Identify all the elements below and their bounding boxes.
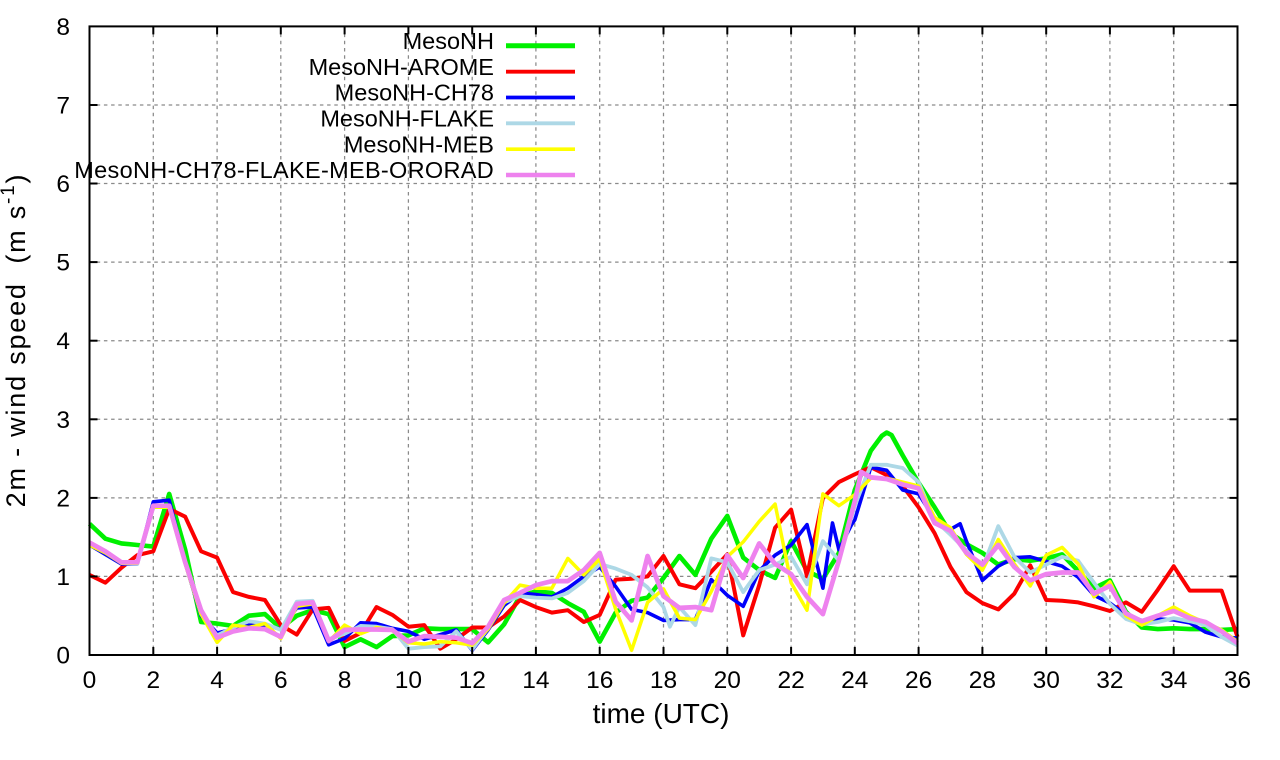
svg-text:16: 16 <box>586 667 613 694</box>
svg-text:6: 6 <box>274 667 288 694</box>
svg-text:22: 22 <box>777 667 804 694</box>
svg-text:34: 34 <box>1160 667 1187 694</box>
svg-text:1: 1 <box>56 564 70 591</box>
svg-text:3: 3 <box>56 407 70 434</box>
svg-text:MesoNH-CH78: MesoNH-CH78 <box>335 80 494 106</box>
svg-text:MesoNH-CH78-FLAKE-MEB-ORORAD: MesoNH-CH78-FLAKE-MEB-ORORAD <box>74 157 494 183</box>
svg-text:5: 5 <box>56 250 70 277</box>
svg-text:7: 7 <box>56 93 70 120</box>
svg-text:28: 28 <box>969 667 996 694</box>
svg-text:8: 8 <box>338 667 352 694</box>
svg-text:36: 36 <box>1224 667 1251 694</box>
svg-text:8: 8 <box>56 14 70 41</box>
svg-text:24: 24 <box>841 667 868 694</box>
svg-text:20: 20 <box>714 667 741 694</box>
svg-text:MesoNH-MEB: MesoNH-MEB <box>344 131 494 157</box>
svg-text:4: 4 <box>56 328 70 355</box>
svg-text:0: 0 <box>56 643 70 670</box>
svg-text:MesoNH: MesoNH <box>403 28 494 54</box>
svg-text:26: 26 <box>905 667 932 694</box>
svg-text:2: 2 <box>56 485 70 512</box>
svg-text:14: 14 <box>522 667 549 694</box>
svg-text:MesoNH-FLAKE: MesoNH-FLAKE <box>320 106 494 132</box>
svg-text:30: 30 <box>1033 667 1060 694</box>
svg-text:2m - wind speed (m s-1): 2m - wind speed (m s-1) <box>0 173 31 508</box>
svg-text:12: 12 <box>459 667 486 694</box>
svg-text:32: 32 <box>1096 667 1123 694</box>
svg-text:time (UTC): time (UTC) <box>593 698 730 729</box>
svg-text:2: 2 <box>146 667 160 694</box>
svg-text:0: 0 <box>83 667 97 694</box>
svg-text:4: 4 <box>210 667 224 694</box>
svg-text:MesoNH-AROME: MesoNH-AROME <box>309 54 494 80</box>
svg-text:10: 10 <box>395 667 422 694</box>
svg-text:6: 6 <box>56 171 70 198</box>
svg-text:18: 18 <box>650 667 677 694</box>
